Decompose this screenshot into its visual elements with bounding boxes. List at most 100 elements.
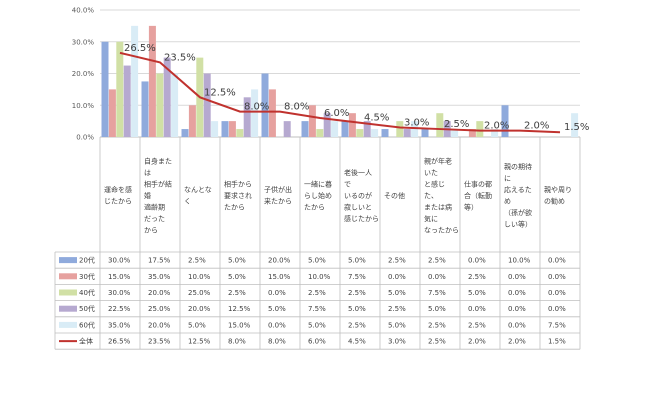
table-cell: 7.5%	[428, 289, 446, 297]
category-label: から	[144, 226, 158, 234]
bar-40代-3	[236, 129, 244, 137]
bar-40代-8	[436, 113, 444, 137]
table-cell: 17.5%	[148, 257, 171, 265]
bar-50代-0	[123, 65, 131, 137]
category-label: と感じ	[424, 179, 445, 188]
total-data-label: 26.5%	[124, 43, 156, 54]
category-label: らし始め	[304, 191, 332, 200]
table-cell: 2.5%	[468, 273, 486, 281]
table-cell: 2.5%	[468, 321, 486, 329]
bar-60代-0	[131, 25, 139, 137]
category-label: 婚	[144, 191, 151, 200]
total-data-label: 23.5%	[164, 52, 196, 63]
total-data-label: 3.0%	[404, 117, 429, 128]
category-label: 適齢期	[144, 202, 165, 211]
table-layer: 運命を感じたから自身または相手が結婚適齢期だったからなんとなく相手から要求された…	[54, 137, 581, 350]
table-cell: 12.5%	[188, 338, 211, 346]
bar-30代-0	[108, 89, 116, 137]
table-cell: 0.0%	[508, 289, 526, 297]
bar-20代-1	[141, 81, 149, 137]
bar-60代-1	[171, 73, 179, 137]
legend-key-40代	[59, 289, 77, 296]
table-cell: 0.0%	[268, 321, 286, 329]
table-cell: 35.0%	[108, 321, 131, 329]
table-cell: 25.0%	[188, 289, 211, 297]
category-label: いた	[424, 169, 438, 177]
category-label: なったから	[424, 226, 459, 234]
bar-50代-6	[363, 121, 371, 137]
bar-30代-5	[308, 105, 316, 137]
table-cell: 20.0%	[148, 321, 171, 329]
category-label: 親や周り	[544, 185, 572, 194]
table-cell: 20.0%	[268, 257, 291, 265]
bar-60代-6	[371, 129, 379, 137]
bar-20代-7	[381, 129, 389, 137]
table-cell: 3.0%	[388, 338, 406, 346]
y-tick-label: 40.0%	[72, 7, 95, 15]
total-data-label: 1.5%	[564, 122, 589, 133]
bar-60代-3	[251, 89, 259, 137]
table-cell: 22.5%	[108, 305, 131, 313]
category-label: 老後一人	[344, 168, 372, 177]
bar-30代-9	[468, 129, 476, 137]
legend-name: 30代	[79, 272, 95, 281]
table-cell: 5.0%	[228, 257, 246, 265]
table-cell: 10.0%	[508, 257, 531, 265]
table-cell: 2.5%	[428, 257, 446, 265]
bar-60代-11	[571, 113, 579, 137]
total-data-label: 12.5%	[204, 87, 236, 98]
category-label: 子供が出	[264, 185, 292, 194]
bar-40代-6	[356, 129, 364, 137]
table-cell: 23.5%	[148, 338, 171, 346]
table-cell: 2.5%	[308, 289, 326, 297]
bar-20代-0	[101, 41, 109, 137]
bar-40代-5	[316, 129, 324, 137]
category-label: その他	[384, 191, 405, 200]
category-label: め	[504, 198, 511, 206]
table-cell: 10.0%	[308, 273, 331, 281]
category-label: 親が年老	[424, 156, 452, 165]
category-label: 自身また	[144, 156, 172, 165]
bar-20代-3	[221, 121, 229, 137]
legend-name: 40代	[79, 288, 95, 297]
table-cell: 12.5%	[228, 305, 251, 313]
table-cell: 0.0%	[548, 305, 566, 313]
category-label: じたから	[104, 198, 132, 206]
legend-key-30代	[59, 273, 77, 280]
bar-50代-5	[323, 113, 331, 137]
category-label: 親の期待	[504, 162, 532, 171]
total-data-label: 8.0%	[284, 102, 309, 113]
table-cell: 5.0%	[228, 273, 246, 281]
table-cell: 15.0%	[108, 273, 131, 281]
table-cell: 0.0%	[548, 289, 566, 297]
table-cell: 2.5%	[388, 257, 406, 265]
category-label: 来たから	[264, 198, 292, 206]
category-label: 応えるた	[504, 185, 532, 194]
table-cell: 5.0%	[348, 257, 366, 265]
bar-60代-7	[411, 121, 419, 137]
table-cell: 20.0%	[148, 289, 171, 297]
legend-key-50代	[59, 305, 77, 312]
category-label: たから	[224, 203, 245, 211]
bar-30代-2	[188, 105, 196, 137]
y-tick-label: 0.0%	[76, 134, 94, 142]
table-cell: 2.5%	[428, 338, 446, 346]
bar-20代-10	[501, 105, 509, 137]
category-label: は	[144, 169, 151, 177]
table-cell: 0.0%	[508, 321, 526, 329]
table-cell: 20.0%	[188, 305, 211, 313]
category-label: 運命を感	[104, 185, 132, 194]
table-cell: 8.0%	[268, 338, 286, 346]
category-label: 合（転勤	[464, 191, 492, 200]
category-label: 寂しいと	[344, 202, 372, 211]
y-tick-label: 20.0%	[72, 70, 95, 78]
table-cell: 5.0%	[308, 321, 326, 329]
y-tick-label: 10.0%	[72, 102, 95, 110]
table-cell: 15.0%	[268, 273, 291, 281]
label-layer: 26.5% 23.5% 12.5% 8.0% 8.0% 6.0% 4.5% 3.0% 2.5% 2…	[124, 43, 589, 133]
table-cell: 1.5%	[548, 338, 566, 346]
bar-30代-3	[228, 121, 236, 137]
bar-30代-4	[268, 89, 276, 137]
table-cell: 0.0%	[268, 289, 286, 297]
